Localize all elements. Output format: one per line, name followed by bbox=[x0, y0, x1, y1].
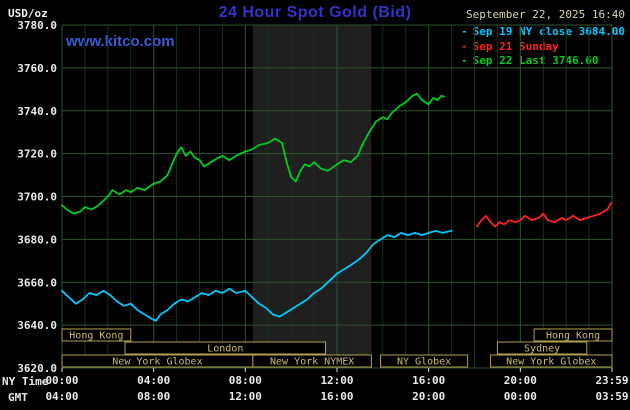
session-label: Hong Kong bbox=[546, 331, 600, 342]
session-box bbox=[496, 341, 588, 355]
y-axis-tick-label: 3720.0 bbox=[17, 148, 57, 161]
y-axis-tick-label: 3700.0 bbox=[17, 191, 57, 204]
legend-label: Sep 21 Sunday bbox=[472, 39, 559, 53]
x-axis-gmt-label: GMT bbox=[8, 391, 28, 404]
y-axis-tick-label: 3640.0 bbox=[17, 319, 57, 332]
x-axis-gmt-tick-label: 00:00 bbox=[504, 390, 537, 403]
page-title: 24 Hour Spot Gold (Bid) bbox=[218, 4, 412, 21]
legend: - Sep 19 NY close 3684.00 - Sep 21 Sunday … bbox=[461, 25, 625, 69]
x-axis-ny-tick-label: 12:00 bbox=[320, 374, 353, 387]
x-axis-gmt-tick-label: 20:00 bbox=[412, 390, 445, 403]
legend-item-sep21-sunday: - Sep 21 Sunday bbox=[461, 40, 625, 55]
y-axis-tick-label: 3740.0 bbox=[17, 105, 57, 118]
session-label: London bbox=[207, 344, 243, 355]
series-line-sep19-ny-close bbox=[61, 229, 453, 322]
x-axis-ny-tick-label: 00:00 bbox=[45, 374, 78, 387]
x-axis-ny-tick-label: 23:59 bbox=[595, 374, 628, 387]
y-axis-tick-label: 3660.0 bbox=[17, 276, 57, 289]
x-axis-ny-tick-label: 20:00 bbox=[504, 374, 537, 387]
x-axis-ny-tick-label: 16:00 bbox=[412, 374, 445, 387]
y-axis-tick-label: 3760.0 bbox=[17, 62, 57, 75]
legend-label: Sep 22 Last 3746.60 bbox=[472, 54, 599, 67]
session-box bbox=[533, 328, 613, 342]
legend-label: Sep 19 NY close 3684.00 bbox=[472, 25, 625, 38]
kitco-watermark-link[interactable]: www.kitco.com bbox=[66, 33, 175, 50]
series-line-sep21-sunday bbox=[475, 201, 612, 228]
x-axis-gmt-tick-label: 16:00 bbox=[320, 390, 353, 403]
y-axis-tick-label: 3780.0 bbox=[17, 19, 57, 32]
x-axis-gmt-tick-label: 12:00 bbox=[229, 390, 262, 403]
x-axis-gmt-tick-label: 08:00 bbox=[137, 390, 170, 403]
x-axis-ny-tick-label: 08:00 bbox=[229, 374, 262, 387]
session-label: New York Globex bbox=[112, 357, 202, 368]
x-axis-ny-time-label: NY Time bbox=[2, 375, 49, 388]
series-line-sep22-last bbox=[61, 92, 445, 215]
legend-dash-icon: - bbox=[461, 25, 468, 38]
legend-item-sep19-close: - Sep 19 NY close 3684.00 bbox=[461, 25, 625, 40]
session-label: Sydney bbox=[524, 344, 560, 355]
session-box bbox=[252, 354, 372, 368]
legend-item-sep22-last: - Sep 22 Last 3746.60 bbox=[461, 54, 625, 69]
session-box bbox=[124, 341, 327, 355]
x-axis-gmt-tick-label: 04:00 bbox=[45, 390, 78, 403]
session-label: New York Globex bbox=[506, 357, 596, 368]
y-axis-tick-label: 3680.0 bbox=[17, 233, 57, 246]
session-label: New York NYMEX bbox=[270, 357, 354, 368]
timestamp: September 22, 2025 16:40 bbox=[466, 8, 625, 21]
session-label: Hong Kong bbox=[69, 331, 123, 342]
legend-dash-icon: - bbox=[461, 39, 468, 53]
session-box bbox=[490, 354, 613, 368]
session-box bbox=[61, 328, 132, 342]
y-axis-unit-label: USD/oz bbox=[8, 7, 48, 20]
legend-dash-icon: - bbox=[461, 54, 468, 67]
y-axis-tick-label: 3620.0 bbox=[17, 362, 57, 375]
session-label: NY Globex bbox=[397, 357, 451, 368]
x-axis-gmt-tick-label: 03:59 bbox=[595, 390, 628, 403]
session-box bbox=[380, 354, 469, 368]
x-axis-ny-tick-label: 04:00 bbox=[137, 374, 170, 387]
